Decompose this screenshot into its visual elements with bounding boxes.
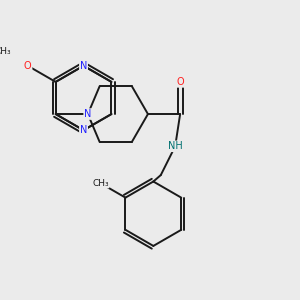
Text: NH: NH [168, 141, 183, 151]
Text: O: O [176, 77, 184, 87]
Text: O: O [24, 61, 32, 71]
Text: N: N [84, 109, 92, 119]
Text: CH₃: CH₃ [0, 47, 11, 56]
Text: N: N [80, 125, 87, 135]
Text: CH₃: CH₃ [92, 178, 109, 188]
Text: N: N [80, 61, 87, 71]
